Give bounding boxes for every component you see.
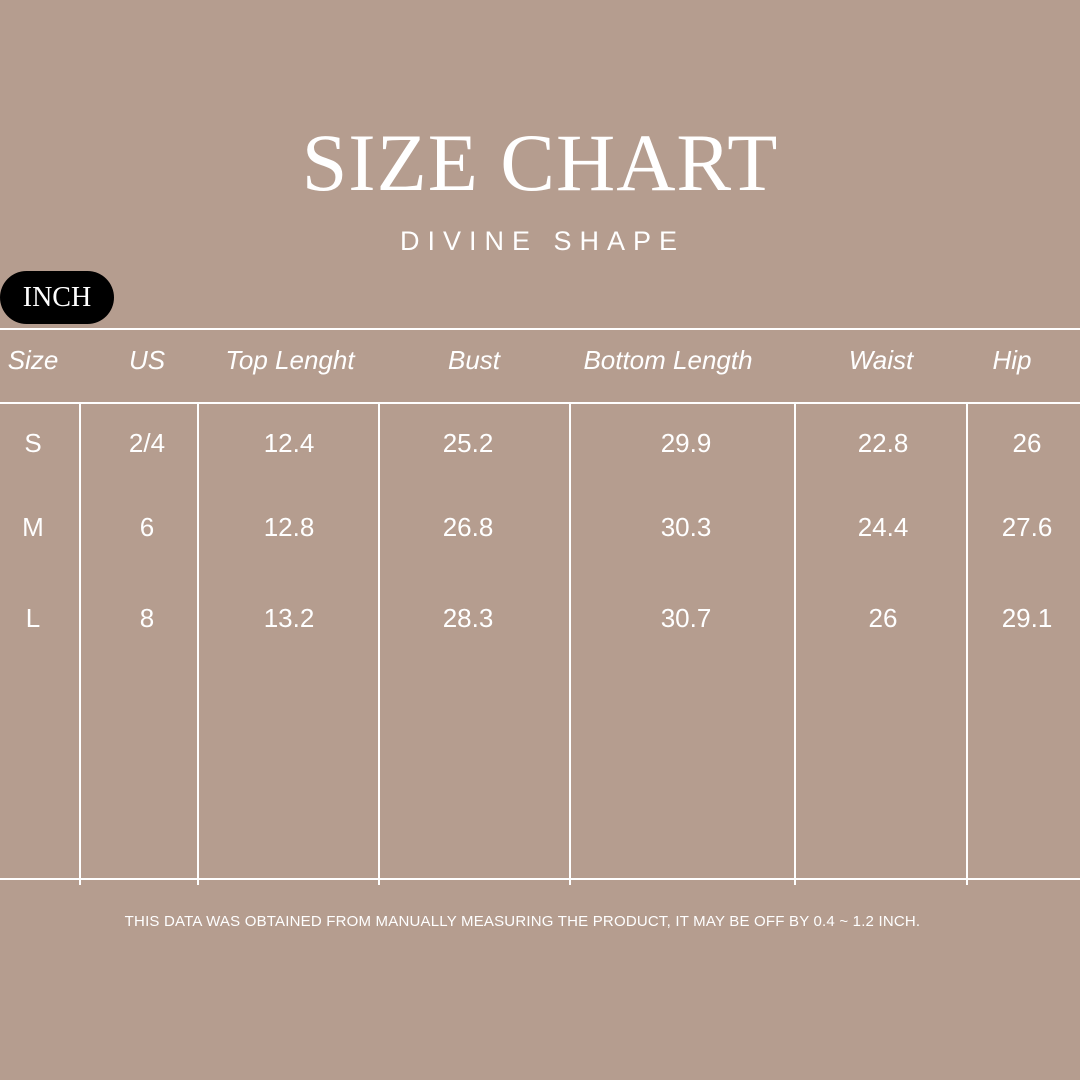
table-cell: 28.3	[442, 603, 494, 633]
column-divider	[794, 403, 796, 885]
table-cell: 25.2	[442, 428, 494, 458]
column-header: US	[128, 345, 166, 375]
table-cell: 30.7	[660, 603, 712, 633]
column-header: Waist	[848, 345, 914, 375]
table-cell: 22.8	[857, 428, 909, 458]
column-divider	[79, 403, 81, 885]
table-cell: 30.3	[660, 512, 712, 542]
column-divider	[569, 403, 571, 885]
table-cell: 6	[139, 512, 155, 542]
table-divider	[0, 402, 1080, 404]
table-cell: 26	[1012, 428, 1042, 458]
table-divider	[0, 878, 1080, 880]
table-cell: 26	[868, 603, 898, 633]
column-header: Top Lenght	[225, 345, 355, 375]
table-cell: 24.4	[857, 512, 909, 542]
column-divider	[966, 403, 968, 885]
page-title: SIZE CHART	[301, 117, 779, 208]
table-cell: L	[25, 603, 41, 633]
column-header: Size	[7, 345, 59, 375]
table-cell: 13.2	[263, 603, 315, 633]
unit-badge: INCH	[0, 271, 114, 324]
brand-name: DIVINE SHAPE	[399, 226, 686, 256]
table-cell: M	[22, 512, 44, 542]
table-cell: 12.4	[263, 428, 315, 458]
table-cell: 29.9	[660, 428, 712, 458]
column-divider	[378, 403, 380, 885]
table-cell: 27.6	[1001, 512, 1053, 542]
measurement-note: THIS DATA WAS OBTAINED FROM MANUALLY MEA…	[124, 913, 921, 930]
table-cell: 26.8	[442, 512, 494, 542]
column-header: Hip	[992, 345, 1032, 375]
table-cell: S	[24, 428, 42, 458]
column-header: Bottom Length	[583, 345, 753, 375]
column-header: Bust	[447, 345, 501, 375]
table-cell: 29.1	[1001, 603, 1053, 633]
table-cell: 2/4	[128, 428, 166, 458]
table-cell: 12.8	[263, 512, 315, 542]
column-divider	[197, 403, 199, 885]
table-divider	[0, 328, 1080, 330]
table-cell: 8	[139, 603, 155, 633]
